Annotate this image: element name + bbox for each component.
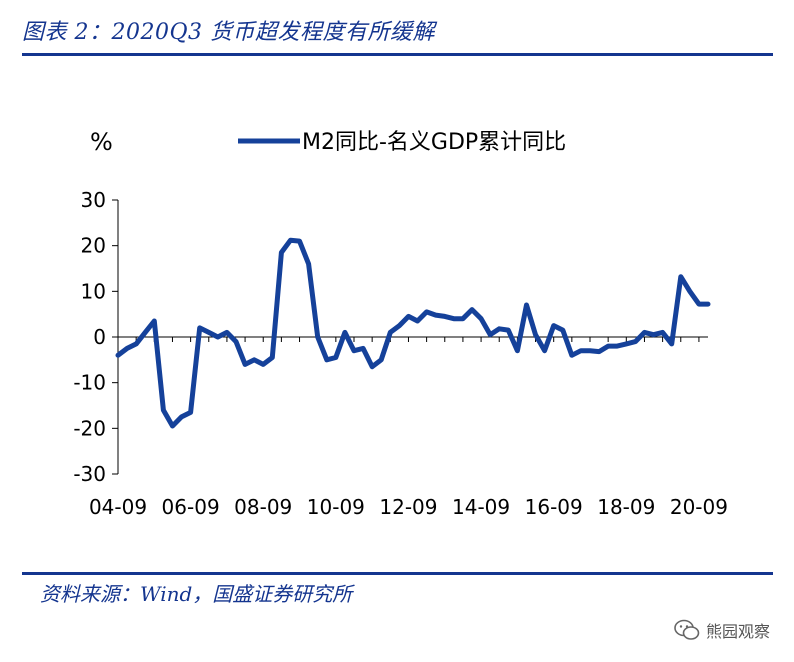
chart-axes [112, 199, 708, 475]
y-tick-label: 20 [81, 234, 106, 258]
y-tick-label: 10 [81, 279, 106, 303]
watermark-text: 熊园观察 [705, 622, 770, 641]
x-tick-label: 10-09 [307, 495, 365, 519]
y-axis-unit-label: % [90, 128, 113, 156]
source-note: 资料来源：Wind，国盛证券研究所 [40, 582, 353, 606]
series-line-m2-gdp [115, 237, 711, 429]
wechat-icon [674, 619, 700, 640]
x-tick-label: 14-09 [452, 495, 510, 519]
watermark: 熊园观察 [674, 618, 770, 642]
legend-label: M2同比-名义GDP累计同比 [302, 130, 566, 155]
y-tick-label: 0 [93, 325, 106, 349]
x-tick-label: 20-09 [670, 495, 728, 519]
y-tick-label: 30 [81, 188, 106, 212]
y-tick-label: -10 [73, 371, 106, 395]
x-tick-label: 04-09 [89, 495, 147, 519]
x-tick-labels: 04-09 06-09 08-09 10-09 12-09 14-09 16-09 18-09… [89, 495, 728, 519]
source-divider [22, 572, 773, 575]
x-tick-label: 12-09 [379, 495, 437, 519]
x-tick-label: 16-09 [525, 495, 583, 519]
y-tick-label: -20 [73, 416, 106, 440]
page-title: 图表 2：2020Q3 货币超发程度有所缓解 [22, 20, 436, 45]
line-chart: 30 20 10 0 -10 -20 -30 04-09 06-09 08-09 10-09 12-… [73, 128, 728, 519]
x-tick-label: 06-09 [162, 495, 220, 519]
x-tick-label: 08-09 [234, 495, 292, 519]
title-divider [22, 53, 773, 56]
x-tick-label: 18-09 [597, 495, 655, 519]
y-tick-labels: 30 20 10 0 -10 -20 -30 [73, 188, 106, 486]
y-tick-label: -30 [73, 462, 106, 486]
